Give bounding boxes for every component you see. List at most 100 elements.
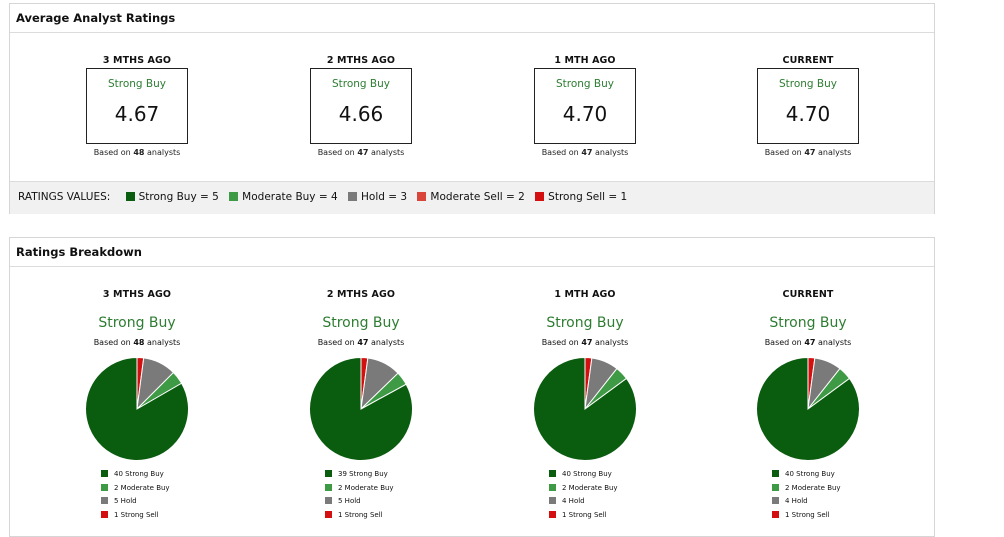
legend-item-moderate-buy: 2 Moderate Buy	[772, 482, 908, 496]
column-heading: 3 MTHS AGO	[102, 55, 172, 66]
pie-slice-strong-buy	[85, 356, 189, 461]
column-heading: CURRENT	[782, 55, 834, 66]
swatch-icon	[101, 497, 108, 504]
ratings-values-heading: RATINGS VALUES:	[18, 191, 111, 203]
legend-item-strong-buy: 40 Strong Buy	[772, 468, 908, 482]
avg-column-3m: 3 MTHS AGO Strong Buy 4.67 Based on 48 a…	[37, 55, 237, 157]
average-ratings-title: Average Analyst Ratings	[10, 4, 934, 33]
column-heading: 1 MTH AGO	[554, 289, 616, 300]
rating-value-moderate-buy: Moderate Buy = 4	[229, 191, 338, 203]
column-heading: 1 MTH AGO	[554, 55, 616, 66]
swatch-icon	[325, 483, 332, 491]
analyst-count: 47	[357, 148, 369, 157]
legend-item-moderate-buy: 2 Moderate Buy	[549, 482, 685, 496]
rating-box: Strong Buy 4.67	[86, 68, 188, 144]
based-on-text: Based on 47 analysts	[764, 338, 852, 347]
rating-value-hold: Hold = 3	[348, 191, 407, 203]
ratings-pie-chart	[309, 356, 413, 461]
rating-label: Strong Buy	[778, 78, 838, 90]
based-on-text: Based on 47 analysts	[541, 148, 629, 157]
based-on-text: Based on 48 analysts	[93, 148, 181, 157]
ratings-values-bar: RATINGS VALUES: Strong Buy = 5 Moderate …	[10, 181, 934, 214]
avg-column-1m: 1 MTH AGO Strong Buy 4.70 Based on 47 an…	[485, 55, 685, 157]
swatch-icon	[348, 192, 358, 201]
based-on-text: Based on 48 analysts	[93, 338, 181, 347]
column-heading: CURRENT	[782, 289, 834, 300]
ratings-breakdown-panel: Ratings Breakdown 3 MTHS AGO Strong Buy …	[9, 237, 935, 537]
rating-label: Strong Buy	[331, 78, 391, 90]
breakdown-column-1m: 1 MTH AGO Strong Buy Based on 47 analyst…	[485, 289, 685, 522]
based-on-text: Based on 47 analysts	[541, 338, 629, 347]
swatch-icon	[325, 470, 332, 477]
consensus-label: Strong Buy	[546, 315, 624, 331]
legend-item-strong-sell: 1 Strong Sell	[101, 509, 237, 523]
legend-item-moderate-buy: 2 Moderate Buy	[101, 482, 237, 496]
swatch-icon	[101, 483, 108, 491]
swatch-icon	[549, 470, 556, 477]
ratings-breakdown-title: Ratings Breakdown	[10, 238, 934, 267]
legend-item-strong-sell: 1 Strong Sell	[549, 509, 685, 523]
rating-value-strong-sell: Strong Sell = 1	[535, 191, 627, 203]
rating-score: 4.67	[114, 102, 160, 126]
swatch-icon	[535, 192, 545, 201]
analyst-count: 47	[804, 338, 816, 347]
swatch-icon	[417, 192, 427, 201]
based-on-text: Based on 47 analysts	[764, 148, 852, 157]
swatch-icon	[125, 192, 135, 201]
ratings-pie-chart	[85, 356, 189, 461]
swatch-icon	[101, 470, 108, 477]
pie-slice-strong-buy	[309, 356, 413, 461]
based-on-text: Based on 47 analysts	[317, 338, 405, 347]
avg-column-current: CURRENT Strong Buy 4.70 Based on 47 anal…	[708, 55, 908, 157]
legend-item-hold: 5 Hold	[325, 495, 461, 509]
legend-item-strong-buy: 40 Strong Buy	[101, 468, 237, 482]
ratings-pie-chart	[533, 356, 637, 461]
rating-value-strong-buy: Strong Buy = 5	[125, 191, 219, 203]
rating-label: Strong Buy	[555, 78, 615, 90]
pie-slice-strong-buy	[756, 356, 860, 461]
rating-value-moderate-sell: Moderate Sell = 2	[417, 191, 525, 203]
swatch-icon	[229, 192, 239, 201]
rating-score: 4.66	[338, 102, 384, 126]
analyst-count: 48	[133, 148, 145, 157]
analyst-count: 47	[581, 148, 593, 157]
swatch-icon	[772, 470, 779, 477]
legend-item-hold: 4 Hold	[549, 495, 685, 509]
analyst-count: 48	[133, 338, 145, 347]
swatch-icon	[772, 483, 779, 491]
analyst-count: 47	[581, 338, 593, 347]
swatch-icon	[325, 497, 332, 504]
rating-box: Strong Buy 4.70	[534, 68, 636, 144]
analyst-count: 47	[804, 148, 816, 157]
swatch-icon	[549, 497, 556, 504]
breakdown-column-3m: 3 MTHS AGO Strong Buy Based on 48 analys…	[37, 289, 237, 522]
column-heading: 3 MTHS AGO	[102, 289, 172, 300]
pie-slice-strong-buy	[533, 356, 637, 461]
swatch-icon	[549, 510, 556, 518]
consensus-label: Strong Buy	[322, 315, 400, 331]
average-ratings-panel: Average Analyst Ratings 3 MTHS AGO Stron…	[9, 3, 935, 214]
legend-item-hold: 4 Hold	[772, 495, 908, 509]
legend-item-strong-buy: 39 Strong Buy	[325, 468, 461, 482]
swatch-icon	[325, 510, 332, 518]
swatch-icon	[772, 497, 779, 504]
swatch-icon	[549, 483, 556, 491]
pie-legend: 39 Strong Buy 2 Moderate Buy 5 Hold 1 St…	[325, 468, 461, 522]
column-heading: 2 MTHS AGO	[326, 55, 396, 66]
pie-legend: 40 Strong Buy 2 Moderate Buy 4 Hold 1 St…	[549, 468, 685, 522]
pie-legend: 40 Strong Buy 2 Moderate Buy 5 Hold 1 St…	[101, 468, 237, 522]
legend-item-strong-buy: 40 Strong Buy	[549, 468, 685, 482]
legend-item-hold: 5 Hold	[101, 495, 237, 509]
consensus-label: Strong Buy	[769, 315, 847, 331]
rating-score: 4.70	[562, 102, 608, 126]
breakdown-column-2m: 2 MTHS AGO Strong Buy Based on 47 analys…	[261, 289, 461, 522]
legend-item-strong-sell: 1 Strong Sell	[325, 509, 461, 523]
analyst-count: 47	[357, 338, 369, 347]
legend-item-moderate-buy: 2 Moderate Buy	[325, 482, 461, 496]
based-on-text: Based on 47 analysts	[317, 148, 405, 157]
avg-column-2m: 2 MTHS AGO Strong Buy 4.66 Based on 47 a…	[261, 55, 461, 157]
rating-box: Strong Buy 4.66	[310, 68, 412, 144]
ratings-pie-chart	[756, 356, 860, 461]
column-heading: 2 MTHS AGO	[326, 289, 396, 300]
swatch-icon	[772, 510, 779, 518]
